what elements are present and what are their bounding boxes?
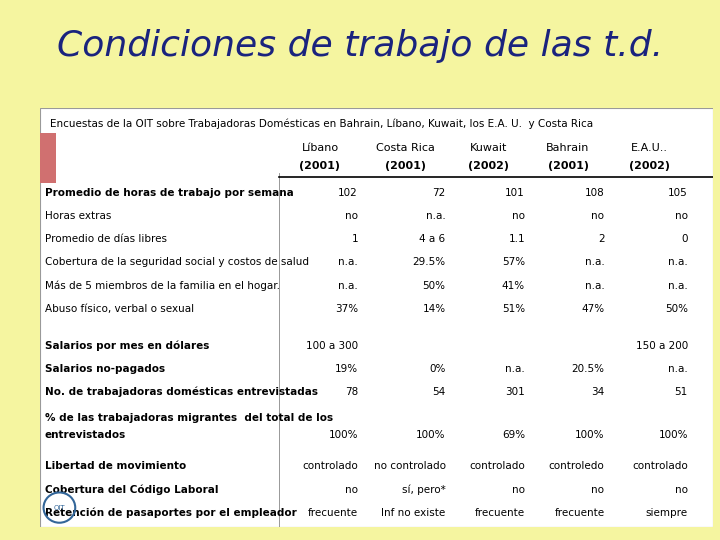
Text: n.a.: n.a. bbox=[505, 364, 525, 374]
Text: Encuestas de la OIT sobre Trabajadoras Domésticas en Bahrain, Líbano, Kuwait, lo: Encuestas de la OIT sobre Trabajadoras D… bbox=[50, 118, 593, 129]
Text: 1: 1 bbox=[351, 234, 358, 244]
Text: 14%: 14% bbox=[423, 304, 446, 314]
Text: 0%: 0% bbox=[429, 364, 446, 374]
Text: 301: 301 bbox=[505, 387, 525, 397]
Text: Cobertura de la seguridad social y costos de salud: Cobertura de la seguridad social y costo… bbox=[45, 258, 309, 267]
Text: (2001): (2001) bbox=[548, 161, 588, 171]
Text: controlado: controlado bbox=[302, 462, 358, 471]
Text: siempre: siempre bbox=[646, 508, 688, 518]
Text: Libertad de movimiento: Libertad de movimiento bbox=[45, 462, 186, 471]
Text: no: no bbox=[345, 484, 358, 495]
Text: Promedio de horas de trabajo por semana: Promedio de horas de trabajo por semana bbox=[45, 188, 294, 198]
Text: 102: 102 bbox=[338, 188, 358, 198]
Text: 37%: 37% bbox=[335, 304, 358, 314]
Text: Retención de pasaportes por el empleador: Retención de pasaportes por el empleador bbox=[45, 508, 297, 518]
Text: controlado: controlado bbox=[469, 462, 525, 471]
Text: 72: 72 bbox=[432, 188, 446, 198]
Text: 100%: 100% bbox=[575, 430, 604, 441]
Text: Salarios por mes en dólares: Salarios por mes en dólares bbox=[45, 341, 210, 351]
Text: Líbano: Líbano bbox=[302, 143, 338, 153]
Text: 29.5%: 29.5% bbox=[413, 258, 446, 267]
Text: n.a.: n.a. bbox=[585, 281, 604, 291]
Text: 34: 34 bbox=[591, 387, 604, 397]
Text: no: no bbox=[591, 484, 604, 495]
Text: Más de 5 miembros de la familia en el hogar.: Más de 5 miembros de la familia en el ho… bbox=[45, 280, 280, 291]
Text: 100%: 100% bbox=[328, 430, 358, 441]
Text: Kuwait: Kuwait bbox=[470, 143, 508, 153]
Text: frecuente: frecuente bbox=[554, 508, 604, 518]
Text: (2002): (2002) bbox=[468, 161, 509, 171]
Text: sí, pero*: sí, pero* bbox=[402, 484, 446, 495]
Text: Inf no existe: Inf no existe bbox=[382, 508, 446, 518]
Text: 41%: 41% bbox=[502, 281, 525, 291]
Text: n.a.: n.a. bbox=[338, 281, 358, 291]
Text: n.a.: n.a. bbox=[426, 211, 446, 221]
Text: no: no bbox=[512, 484, 525, 495]
Text: Salarios no-pagados: Salarios no-pagados bbox=[45, 364, 165, 374]
Text: no: no bbox=[675, 211, 688, 221]
Text: Abuso físico, verbal o sexual: Abuso físico, verbal o sexual bbox=[45, 304, 194, 314]
Text: 47%: 47% bbox=[581, 304, 604, 314]
Text: 1.1: 1.1 bbox=[508, 234, 525, 244]
Bar bbox=[40, 133, 56, 184]
Text: No. de trabajadoras domésticas entrevistadas: No. de trabajadoras domésticas entrevist… bbox=[45, 387, 318, 397]
Text: 51%: 51% bbox=[502, 304, 525, 314]
Text: OIT: OIT bbox=[53, 504, 66, 511]
Text: 150 a 200: 150 a 200 bbox=[636, 341, 688, 351]
Text: Horas extras: Horas extras bbox=[45, 211, 112, 221]
Text: 0: 0 bbox=[681, 234, 688, 244]
Text: frecuente: frecuente bbox=[475, 508, 525, 518]
Text: no: no bbox=[675, 484, 688, 495]
Text: Bahrain: Bahrain bbox=[546, 143, 590, 153]
Text: n.a.: n.a. bbox=[668, 281, 688, 291]
Text: 100 a 300: 100 a 300 bbox=[306, 341, 358, 351]
Text: no: no bbox=[345, 211, 358, 221]
Text: 105: 105 bbox=[668, 188, 688, 198]
Text: 54: 54 bbox=[432, 387, 446, 397]
Text: 50%: 50% bbox=[423, 281, 446, 291]
Text: no: no bbox=[591, 211, 604, 221]
Text: 20.5%: 20.5% bbox=[572, 364, 604, 374]
Text: % de las trabajadoras migrantes  del total de los: % de las trabajadoras migrantes del tota… bbox=[45, 413, 333, 423]
Text: Cobertura del Código Laboral: Cobertura del Código Laboral bbox=[45, 484, 218, 495]
Text: 101: 101 bbox=[505, 188, 525, 198]
Text: 51: 51 bbox=[675, 387, 688, 397]
Text: n.a.: n.a. bbox=[668, 258, 688, 267]
Text: 57%: 57% bbox=[502, 258, 525, 267]
Text: 69%: 69% bbox=[502, 430, 525, 441]
Text: no: no bbox=[512, 211, 525, 221]
Text: controlado: controlado bbox=[632, 462, 688, 471]
Text: 50%: 50% bbox=[665, 304, 688, 314]
Text: n.a.: n.a. bbox=[668, 364, 688, 374]
Text: 4 a 6: 4 a 6 bbox=[420, 234, 446, 244]
Text: Costa Rica: Costa Rica bbox=[376, 143, 435, 153]
Text: n.a.: n.a. bbox=[338, 258, 358, 267]
Text: n.a.: n.a. bbox=[585, 258, 604, 267]
Text: 2: 2 bbox=[598, 234, 604, 244]
Text: Condiciones de trabajo de las t.d.: Condiciones de trabajo de las t.d. bbox=[57, 29, 663, 63]
Text: frecuente: frecuente bbox=[308, 508, 358, 518]
Text: Promedio de días libres: Promedio de días libres bbox=[45, 234, 167, 244]
Text: 19%: 19% bbox=[335, 364, 358, 374]
Text: no controlado: no controlado bbox=[374, 462, 446, 471]
Text: controledo: controledo bbox=[549, 462, 604, 471]
Text: (2001): (2001) bbox=[384, 161, 426, 171]
Text: entrevistados: entrevistados bbox=[45, 430, 126, 441]
Text: (2002): (2002) bbox=[629, 161, 670, 171]
Text: E.A.U..: E.A.U.. bbox=[631, 143, 668, 153]
Text: 100%: 100% bbox=[416, 430, 446, 441]
Text: (2001): (2001) bbox=[300, 161, 341, 171]
Text: 100%: 100% bbox=[658, 430, 688, 441]
Text: 108: 108 bbox=[585, 188, 604, 198]
Text: 78: 78 bbox=[345, 387, 358, 397]
